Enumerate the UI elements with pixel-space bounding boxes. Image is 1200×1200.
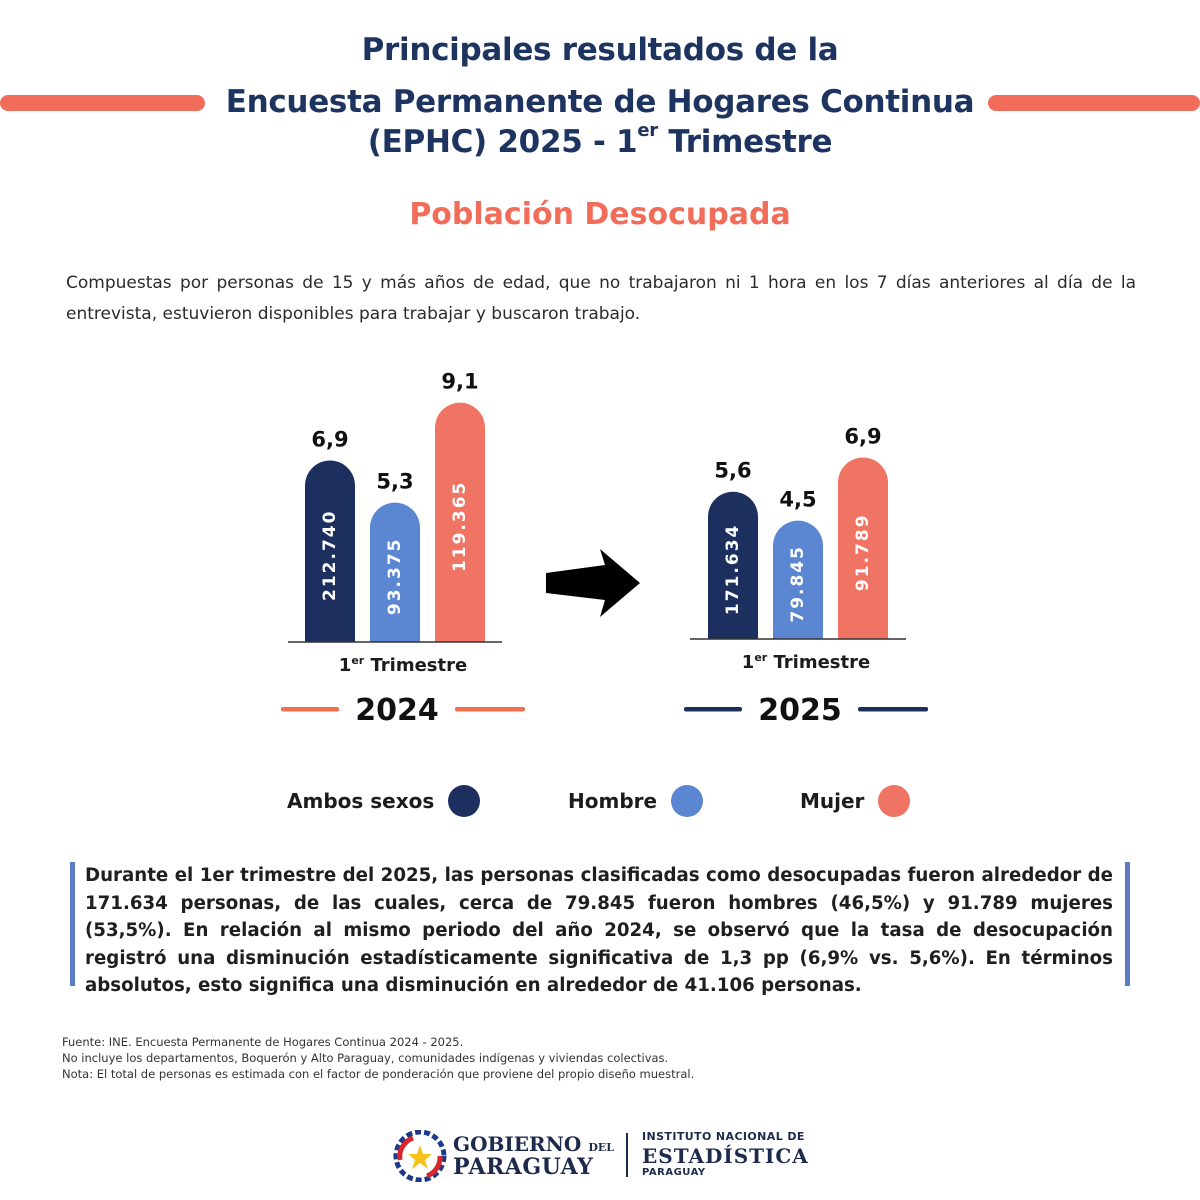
- year-bar-left-2025: [684, 707, 742, 712]
- rate-label-2024-2: 9,1: [441, 370, 478, 394]
- ine-line2: ESTADÍSTICA: [642, 1144, 809, 1168]
- title-line-3: (EPHC) 2025 - 1er Trimestre: [0, 120, 1200, 160]
- legend-label: Hombre: [568, 789, 658, 813]
- rate-label-2024-1: 5,3: [376, 470, 413, 494]
- legend-dot-icon: [671, 785, 704, 817]
- legend-item-ambos-sexos: Ambos sexos: [287, 785, 481, 817]
- title-line-3-main: (EPHC) 2025 - 1: [367, 124, 638, 160]
- arrow-icon: [546, 549, 640, 617]
- gobierno-paraguay-logo: GOBIERNO DEL PARAGUAY: [393, 1130, 614, 1182]
- gov-line1: GOBIERNO DEL: [453, 1132, 614, 1156]
- intro-paragraph: Compuestas por personas de 15 y más años…: [66, 273, 1136, 324]
- year-label-2025: 2025: [758, 693, 842, 728]
- ine-line3: PARAGUAY: [642, 1167, 706, 1178]
- year-bar-right-2025: [858, 707, 928, 712]
- legend-dot-icon: [878, 785, 911, 817]
- persons-label-2024-0: 212.740: [320, 510, 340, 601]
- summary-box: Durante el 1er trimestre del 2025, las p…: [70, 862, 1130, 996]
- persons-label-2025-2: 91.789: [853, 513, 873, 591]
- legend-label: Mujer: [800, 789, 865, 813]
- bar-2024-2: [435, 402, 485, 642]
- rate-label-2025-1: 4,5: [779, 488, 816, 512]
- chart-2024: 6,9 212.740 5,3 93.375 9,1 119.365 1er Trimest…: [281, 370, 525, 728]
- persons-label-2024-2: 119.365: [450, 481, 470, 572]
- ine-line1: INSTITUTO NACIONAL DE: [642, 1130, 805, 1143]
- decorative-bar-right: [988, 95, 1200, 111]
- footnotes: Fuente: INE. Encuesta Permanente de Hoga…: [62, 1034, 1062, 1082]
- bar-2025-1: [773, 520, 823, 639]
- legend-label: Ambos sexos: [287, 789, 435, 813]
- legend-item-hombre: Hombre: [568, 785, 704, 817]
- gov-line2: PARAGUAY: [453, 1154, 594, 1180]
- chart-2025: 5,6 171.634 4,5 79.845 6,9 91.789 1er Trimestr…: [684, 425, 928, 728]
- bar-2025-0: [708, 491, 758, 639]
- bar-2025-2: [838, 457, 888, 639]
- period-label-2024: 1er Trimestre: [339, 654, 467, 676]
- rate-label-2025-0: 5,6: [714, 459, 751, 483]
- period-label-2025: 1er Trimestre: [742, 651, 870, 673]
- summary-text: Durante el 1er trimestre del 2025, las p…: [85, 865, 1113, 996]
- decorative-bar-left: [0, 95, 205, 111]
- section-subtitle: Población Desocupada: [409, 197, 791, 232]
- legend-item-mujer: Mujer: [800, 785, 911, 817]
- footnote-coverage: No incluye los departamentos, Boquerón y…: [62, 1051, 669, 1065]
- logo-divider: [626, 1133, 628, 1177]
- rate-label-2025-2: 6,9: [844, 425, 881, 449]
- title-line-2: Encuesta Permanente de Hogares Continua: [225, 84, 975, 120]
- bar-2024-0: [305, 460, 355, 642]
- footnote-note: Nota: El total de personas es estimada c…: [62, 1067, 695, 1081]
- bar-2024-1: [370, 502, 420, 642]
- title-line-3-sup: er: [637, 120, 658, 141]
- rate-label-2024-0: 6,9: [311, 428, 348, 452]
- legend-dot-icon: [448, 785, 481, 817]
- title-line-3-end: Trimestre: [657, 124, 833, 160]
- government-seal-icon: [393, 1130, 447, 1182]
- year-label-2024: 2024: [355, 693, 439, 728]
- persons-label-2025-0: 171.634: [723, 524, 743, 615]
- persons-label-2025-1: 79.845: [788, 545, 808, 623]
- footnote-source: Fuente: INE. Encuesta Permanente de Hoga…: [62, 1035, 464, 1049]
- year-bar-right-2024: [455, 707, 525, 712]
- year-bar-left-2024: [281, 707, 339, 712]
- persons-label-2024-1: 93.375: [385, 538, 405, 616]
- title-line-1: Principales resultados de la: [361, 32, 839, 68]
- unemployment-chart: 6,9 212.740 5,3 93.375 9,1 119.365 1er Trimest…: [281, 370, 928, 728]
